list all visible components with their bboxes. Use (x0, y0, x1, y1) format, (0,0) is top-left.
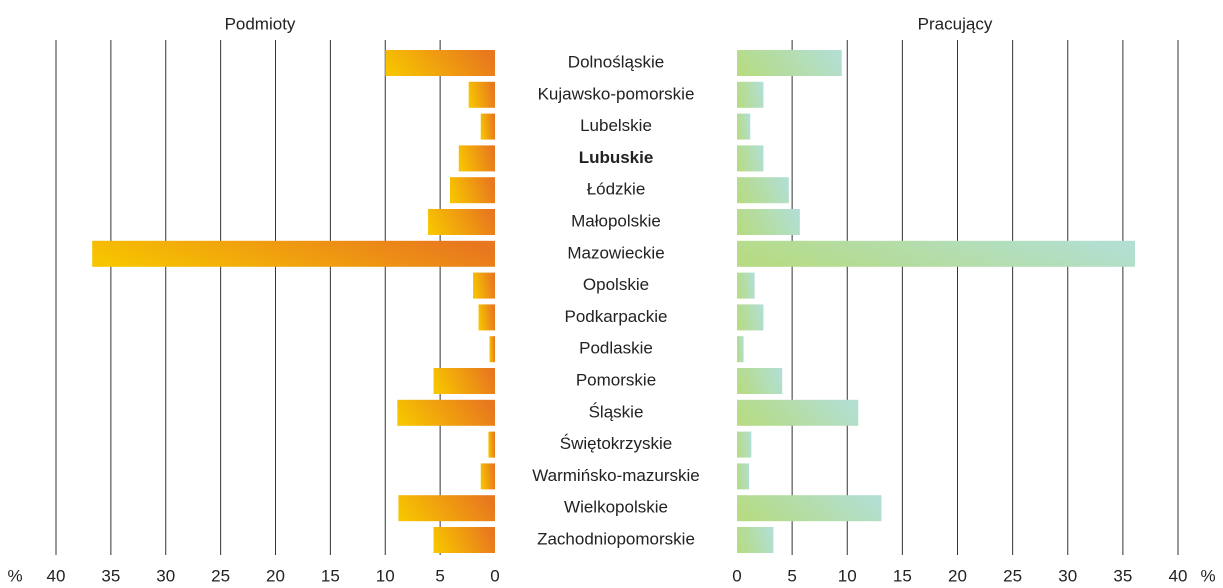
x-tick-label: 0 (732, 566, 741, 585)
category-label: Warmińsko-mazurskie (532, 466, 700, 485)
bar (489, 336, 495, 363)
bar (737, 527, 774, 553)
category-label: Kujawsko-pomorskie (538, 84, 695, 103)
category-label: Świętokrzyskie (560, 434, 672, 453)
bar (450, 177, 495, 204)
category-label: Śląskie (589, 402, 644, 421)
bar (737, 177, 789, 204)
bar (468, 81, 495, 108)
category-label: Zachodniopomorskie (537, 529, 695, 548)
category-label: Podkarpackie (564, 307, 667, 326)
bar (737, 431, 752, 458)
category-label: Lubelskie (580, 116, 652, 135)
x-tick-label: 0 (490, 566, 499, 585)
bar (737, 304, 764, 331)
bar (480, 463, 495, 490)
category-label: Dolnośląskie (568, 52, 664, 71)
bar (473, 272, 495, 299)
x-tick-label: 40 (47, 566, 66, 585)
x-tick-label: 30 (1058, 566, 1077, 585)
bar (480, 113, 495, 140)
x-tick-label: 40 (1169, 566, 1188, 585)
bar (737, 81, 764, 108)
x-tick-label: 35 (1113, 566, 1132, 585)
x-tick-label: 10 (838, 566, 857, 585)
category-label: Wielkopolskie (564, 498, 668, 517)
category-label: Małopolskie (571, 211, 661, 230)
bar (737, 240, 1136, 267)
x-tick-label: 5 (435, 566, 444, 585)
bar (92, 240, 495, 267)
category-label: Opolskie (583, 275, 649, 294)
x-tick-label: 15 (321, 566, 340, 585)
bar (385, 50, 495, 76)
left-panel-title: Podmioty (225, 14, 296, 33)
unit-label: % (7, 566, 22, 585)
bar (737, 145, 764, 172)
category-label: Podlaskie (579, 339, 653, 358)
x-tick-label: 30 (156, 566, 175, 585)
category-label: Lubuskie (579, 148, 654, 167)
right-panel-title: Pracujący (918, 14, 993, 33)
category-label: Łódzkie (587, 180, 646, 199)
bar (458, 145, 495, 172)
x-tick-label: 20 (266, 566, 285, 585)
bar (488, 431, 495, 458)
bar (737, 399, 859, 426)
bar (398, 495, 495, 522)
bar (433, 368, 495, 394)
bar (737, 50, 842, 76)
bar (737, 368, 783, 394)
category-label: Mazowieckie (567, 243, 664, 262)
x-tick-label: 25 (1003, 566, 1022, 585)
x-tick-label: 35 (101, 566, 120, 585)
bar (478, 304, 495, 331)
bar (737, 272, 755, 299)
bar (737, 209, 800, 235)
bar (737, 463, 750, 490)
bar (737, 113, 751, 140)
x-tick-label: 25 (211, 566, 230, 585)
unit-label: % (1200, 566, 1215, 585)
x-tick-label: 20 (948, 566, 967, 585)
bar (737, 495, 882, 522)
category-label: Pomorskie (576, 370, 656, 389)
x-tick-label: 15 (893, 566, 912, 585)
bar (428, 209, 495, 235)
x-tick-label: 10 (376, 566, 395, 585)
bar (433, 527, 495, 553)
bar (737, 336, 744, 363)
x-tick-label: 5 (787, 566, 796, 585)
bar (397, 399, 495, 426)
